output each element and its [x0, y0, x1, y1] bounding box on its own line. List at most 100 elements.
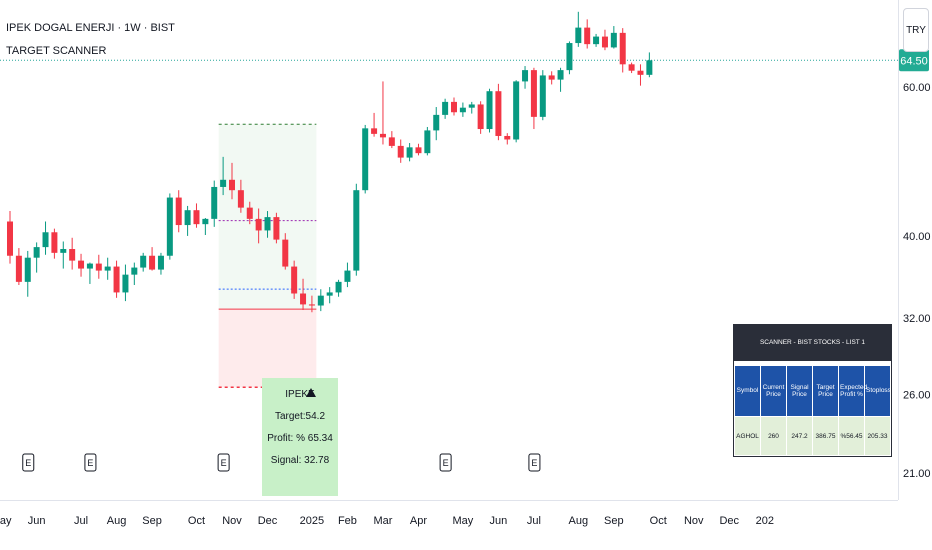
- candle: [193, 203, 200, 228]
- candle-body: [166, 197, 173, 256]
- candle: [237, 179, 244, 213]
- candle-body: [433, 114, 440, 131]
- time-tick-label: Aug: [107, 515, 127, 527]
- candle-body: [504, 135, 511, 140]
- candle-body: [379, 133, 386, 138]
- candle-body: [193, 210, 200, 225]
- candle: [504, 133, 511, 145]
- earnings-icon-glyph: E: [25, 458, 31, 468]
- candle-body: [486, 91, 493, 130]
- candle: [486, 88, 493, 133]
- time-tick-label: Mar: [373, 515, 392, 527]
- earnings-icon: E: [84, 453, 97, 472]
- candle-body: [157, 255, 164, 270]
- candle: [300, 278, 307, 310]
- candle-body: [131, 267, 138, 275]
- candle: [184, 205, 191, 236]
- candle-body: [308, 304, 315, 306]
- candle-body: [237, 190, 244, 208]
- candle: [468, 101, 475, 114]
- candle-body: [530, 70, 537, 117]
- candle-body: [495, 91, 502, 136]
- candle: [140, 252, 147, 272]
- scanner-header: Current Price: [760, 365, 787, 417]
- signal-label-line: IPEKE: [285, 389, 315, 400]
- candle-body: [60, 249, 67, 253]
- signal-arrow-icon: [306, 388, 316, 397]
- scanner-gap: [734, 361, 891, 365]
- candle-body: [317, 295, 324, 306]
- candle: [33, 242, 40, 273]
- candle-body: [610, 32, 617, 48]
- candle: [353, 183, 360, 276]
- candle: [433, 107, 440, 141]
- candle-body: [220, 179, 227, 187]
- indicator-title: TARGET SCANNER: [6, 45, 107, 57]
- candle: [451, 97, 457, 116]
- candle: [131, 262, 138, 286]
- time-tick-label: Sep: [142, 515, 162, 527]
- candle: [326, 287, 333, 304]
- earnings-icon-box: [22, 453, 35, 472]
- scanner-title: SCANNER - BIST STOCKS - LIST 1: [734, 325, 891, 361]
- stop-zone: [218, 309, 317, 388]
- candle: [113, 260, 120, 298]
- candle-body: [326, 292, 333, 296]
- earnings-icon-glyph: E: [87, 458, 93, 468]
- scanner-table: SCANNER - BIST STOCKS - LIST 1 Symbol Cu…: [733, 324, 892, 457]
- candle-body: [24, 257, 31, 282]
- scanner-header-row: Symbol Current Price Signal Price Target…: [734, 365, 891, 417]
- candle: [60, 241, 67, 269]
- earnings-icon-box: [528, 453, 541, 472]
- candle: [593, 33, 600, 47]
- price-tag-label: 64.50: [900, 55, 928, 67]
- time-tick-label: Jul: [74, 515, 88, 527]
- candle-body: [69, 249, 76, 261]
- scanner-cell: AGHOL: [734, 416, 761, 456]
- candle-body: [628, 64, 635, 71]
- candle: [95, 254, 102, 279]
- price-tick-label: 40.00: [903, 231, 931, 243]
- candle: [539, 70, 546, 121]
- time-tick-label: Aug: [569, 515, 589, 527]
- candle: [362, 124, 369, 194]
- candle: [157, 252, 164, 275]
- candle-body: [42, 232, 49, 248]
- candle-body: [601, 36, 608, 48]
- scanner-header: Stoploss: [864, 365, 891, 417]
- currency-button[interactable]: TRY: [903, 8, 929, 52]
- candle: [610, 26, 617, 49]
- candle-body: [282, 239, 289, 267]
- candle: [86, 262, 93, 284]
- earnings-icon-box: [217, 453, 230, 472]
- price-tick-label: 60.00: [903, 82, 931, 94]
- earnings-icon-box: [439, 453, 452, 472]
- candle: [317, 289, 324, 312]
- candle: [104, 257, 111, 280]
- candle: [388, 131, 395, 149]
- time-tick-label: Dec: [258, 515, 278, 527]
- scanner-cell: 386.75: [812, 416, 839, 456]
- time-tick-label: Nov: [684, 515, 704, 527]
- signal-label: IPEKE Target:54.2 Profit: % 65.34 Signal: 3…: [262, 378, 338, 496]
- candle-body: [468, 104, 475, 108]
- candle-body: [353, 190, 360, 271]
- candle: [15, 248, 22, 286]
- scanner-header: Target Price: [812, 365, 839, 417]
- candle-body: [575, 27, 582, 44]
- candle: [442, 98, 449, 119]
- candle: [42, 221, 49, 255]
- time-tick-label: Feb: [338, 515, 357, 527]
- candle: [495, 83, 502, 141]
- candle: [51, 228, 58, 259]
- signal-label-line: Profit: % 65.34: [267, 433, 333, 444]
- candle-body: [255, 218, 262, 231]
- candle: [282, 233, 289, 270]
- scanner-header: Expected Profit %: [838, 365, 867, 417]
- time-tick-label: Apr: [410, 515, 427, 527]
- candle: [566, 41, 573, 75]
- candle-body: [33, 247, 40, 258]
- earnings-icon-box: [84, 453, 97, 472]
